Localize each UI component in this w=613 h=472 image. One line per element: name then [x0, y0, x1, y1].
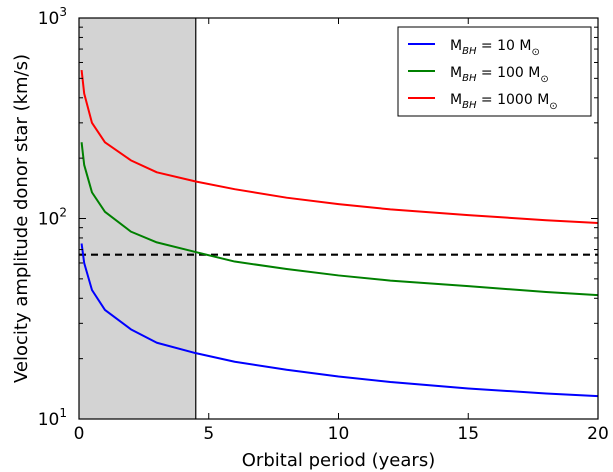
ticks-layer: 0 5 10 15 20 101 102 103 — [38, 5, 609, 444]
shaded-region-layer — [79, 18, 196, 419]
legend-label-1: MBH = 10 M⊙ — [450, 38, 540, 58]
x-tick-label: 20 — [587, 424, 609, 444]
x-tick-label: 0 — [74, 424, 85, 444]
series-line-2 — [80, 142, 599, 297]
y-tick-label: 102 — [38, 206, 67, 230]
y-tick-label: 101 — [38, 406, 67, 430]
shaded-region — [79, 18, 196, 419]
legend-label-2: MBH = 100 M⊙ — [450, 65, 549, 85]
x-tick-label: 5 — [203, 424, 214, 444]
y-axis-label: Velocity amplitude donor star (km/s) — [11, 54, 32, 383]
x-tick-label: 10 — [328, 424, 350, 444]
series-line-3 — [80, 69, 599, 224]
legend: MBH = 10 M⊙ MBH = 100 M⊙ MBH = 1000 M⊙ — [397, 26, 592, 117]
x-axis-label: Orbital period (years) — [242, 450, 435, 471]
legend-label-3: MBH = 1000 M⊙ — [450, 92, 558, 112]
series-line-1 — [80, 243, 599, 398]
x-tick-label: 15 — [457, 424, 479, 444]
series-layer — [80, 69, 599, 398]
y-tick-label: 103 — [38, 5, 67, 29]
